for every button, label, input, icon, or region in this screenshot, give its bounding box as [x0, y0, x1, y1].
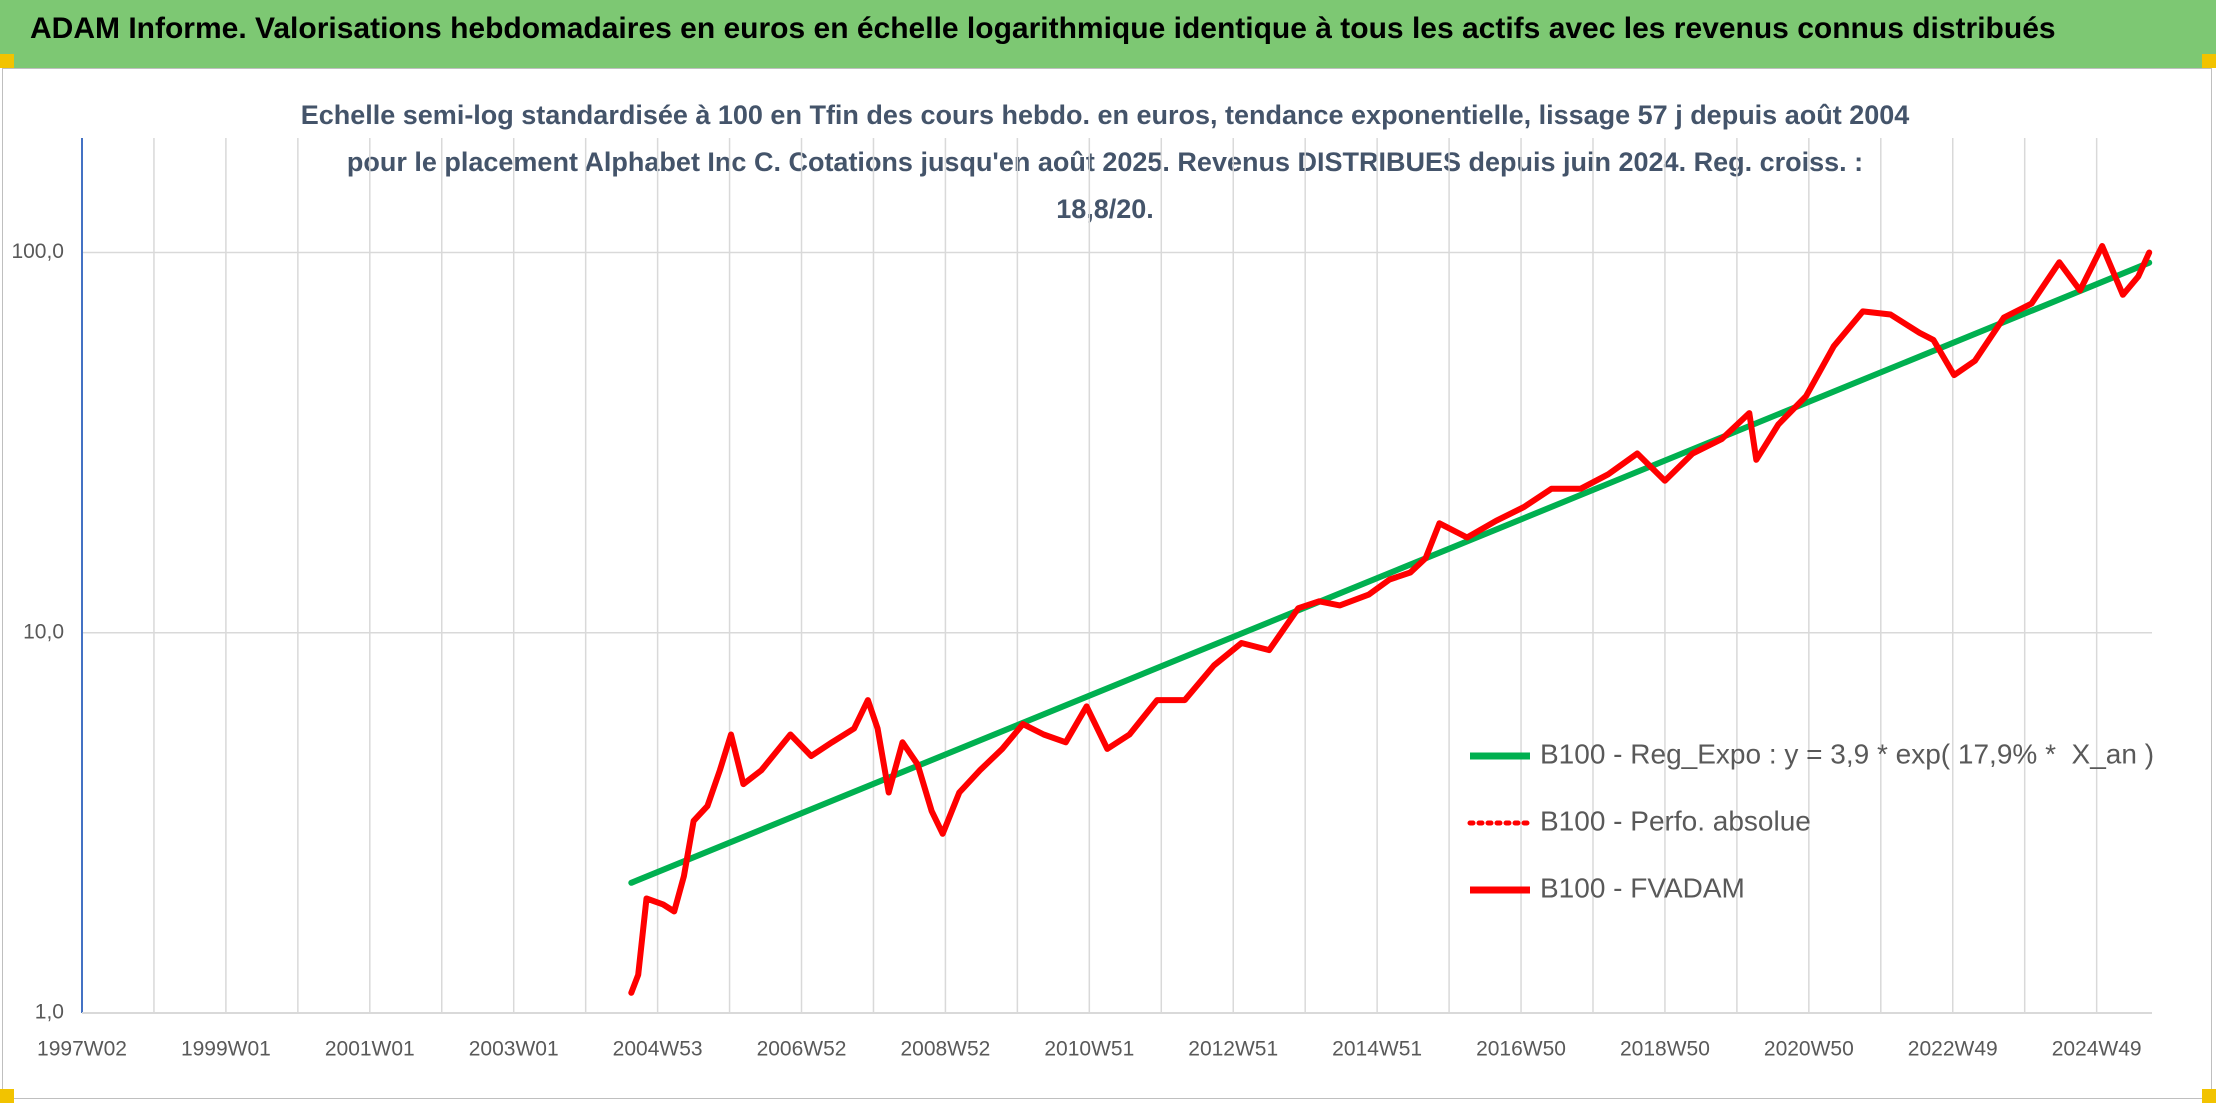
x-tick-label: 2014W51	[1332, 1038, 1422, 1061]
corner-mark	[2202, 1089, 2216, 1103]
x-tick-label: 2001W01	[325, 1038, 415, 1061]
x-tick-label: 2006W52	[757, 1038, 847, 1061]
x-tick-label: 2016W50	[1476, 1038, 1566, 1061]
x-tick-label: 2003W01	[469, 1038, 559, 1061]
y-tick-label: 10,0	[23, 620, 64, 643]
chart-title: ADAM Informe. Valorisations hebdomadaire…	[30, 12, 2056, 45]
corner-mark	[0, 54, 14, 68]
y-tick-label: 100,0	[11, 240, 64, 263]
x-tick-label: 2024W49	[2052, 1038, 2142, 1061]
legend-label: B100 - Reg_Expo : y = 3,9 * exp( 17,9% *…	[1540, 738, 2154, 769]
x-tick-label: 2008W52	[900, 1038, 990, 1061]
y-tick-label: 1,0	[35, 1001, 64, 1024]
series-line	[628, 243, 2153, 996]
x-tick-label: 2010W51	[1044, 1038, 1134, 1061]
x-tick-label: 1997W02	[37, 1038, 127, 1061]
x-tick-label: 2022W49	[1908, 1038, 1998, 1061]
x-tick-label: 2012W51	[1188, 1038, 1278, 1061]
corner-mark	[0, 1089, 14, 1103]
series-line	[628, 259, 2153, 886]
x-tick-label: 1999W01	[181, 1038, 271, 1061]
chart-subtitle: Echelle semi-log standardisée à 100 en T…	[300, 100, 1910, 224]
x-tick-label: 2004W53	[613, 1038, 703, 1061]
chart-frame	[2, 68, 2212, 1099]
x-tick-label: 2020W50	[1764, 1038, 1854, 1061]
legend-label: B100 - Perfo. absolue	[1540, 805, 1811, 836]
legend-label: B100 - FVADAM	[1540, 872, 1745, 903]
x-tick-label: 2018W50	[1620, 1038, 1710, 1061]
corner-mark	[2202, 54, 2216, 68]
header-bar	[0, 0, 2216, 68]
